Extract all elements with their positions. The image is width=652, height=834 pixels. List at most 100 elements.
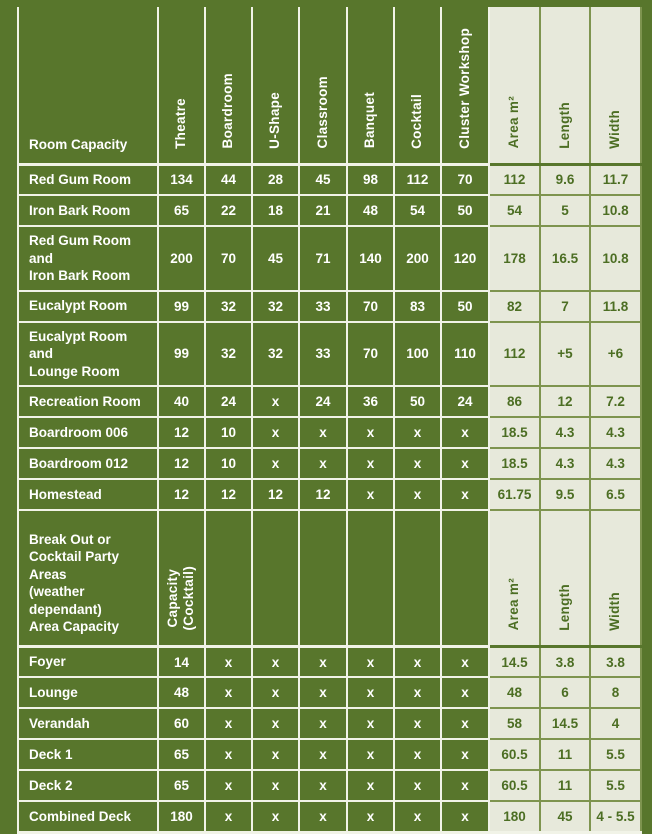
capacity-value-cell: x [204, 645, 253, 679]
capacity-value-cell: 98 [346, 163, 395, 196]
room-name-cell: Recreation Room [17, 385, 159, 419]
dimension-value-cell: 3.8 [539, 645, 591, 679]
section2-corner-label: Break Out or Cocktail Party Areas (weather… [17, 509, 159, 648]
dimension-value-cell: 10.8 [589, 225, 642, 292]
table-row: Deck 1 65 x x x x x x 60.5 11 5.5 [17, 738, 642, 772]
capacity-value-cell: 28 [251, 163, 300, 196]
capacity-value-cell: 24 [440, 385, 490, 419]
capacity-value-cell: 54 [393, 194, 442, 227]
capacity-value-cell: 18 [251, 194, 300, 227]
dimension-value-cell: 4.3 [589, 416, 642, 450]
rotated-column-label: Cocktail [409, 93, 425, 149]
dimension-value-cell: 18.5 [488, 447, 541, 481]
capacity-value-cell: 110 [440, 320, 490, 388]
table-row: Eucalypt Room and Lounge Room 99 32 32 33 70 10… [17, 320, 642, 388]
capacity-value-cell: 100 [393, 320, 442, 388]
capacity-column-header: Cluster Workshop [440, 7, 490, 166]
capacity-value-cell: x [204, 800, 253, 834]
capacity-value-cell: x [346, 447, 395, 481]
dimension-value-cell: 45 [539, 800, 591, 834]
section2-header-row: Break Out or Cocktail Party Areas (weather… [17, 509, 642, 648]
dimension-value-cell: 8 [589, 676, 642, 710]
capacity-column-header: Theatre [157, 7, 206, 166]
capacity-value-cell: 200 [393, 225, 442, 292]
capacity-value-cell: x [298, 707, 348, 741]
capacity-value-cell: x [298, 676, 348, 710]
capacity-value-cell: 65 [157, 194, 206, 227]
table-row: Iron Bark Room 65 22 18 21 48 54 50 54 5 10.8 [17, 194, 642, 227]
capacity-value-cell: 12 [298, 478, 348, 512]
dimension-value-cell: 180 [488, 800, 541, 834]
capacity-value-cell: 50 [393, 385, 442, 419]
dimension-value-cell: 7 [539, 289, 591, 323]
capacity-value-cell: 45 [251, 225, 300, 292]
capacity-value-cell: 71 [298, 225, 348, 292]
dimension-column-header: Width [589, 509, 642, 648]
capacity-value-cell: 99 [157, 320, 206, 388]
capacity-value-cell: x [440, 769, 490, 803]
capacity-value-cell: 12 [251, 478, 300, 512]
capacity-column-header: Banquet [346, 7, 395, 166]
capacity-value-cell: 33 [298, 289, 348, 323]
capacity-value-cell: 12 [157, 416, 206, 450]
capacity-value-cell: 32 [204, 320, 253, 388]
room-name-cell: Boardroom 006 [17, 416, 159, 450]
dimension-value-cell: 6.5 [589, 478, 642, 512]
table-row: Homestead 12 12 12 12 x x x 61.75 9.5 6.5 [17, 478, 642, 512]
capacity-column-header [440, 509, 490, 648]
capacity-value-cell: x [251, 645, 300, 679]
capacity-value-cell: x [346, 645, 395, 679]
capacity-value-cell: 60 [157, 707, 206, 741]
capacity-value-cell: x [440, 416, 490, 450]
capacity-value-cell: x [346, 707, 395, 741]
capacity-column-header: U-Shape [251, 7, 300, 166]
dimension-value-cell: 3.8 [589, 645, 642, 679]
dimension-value-cell: 61.75 [488, 478, 541, 512]
room-name-cell: Eucalypt Room and Lounge Room [17, 320, 159, 388]
dimension-value-cell: 58 [488, 707, 541, 741]
dimension-value-cell: 6 [539, 676, 591, 710]
dimension-value-cell: 14.5 [539, 707, 591, 741]
rotated-column-label: Length [556, 101, 572, 149]
capacity-value-cell: 12 [157, 478, 206, 512]
capacity-value-cell: x [204, 769, 253, 803]
capacity-value-cell: 134 [157, 163, 206, 196]
dimension-column-header: Length [539, 7, 591, 166]
capacity-value-cell: 33 [298, 320, 348, 388]
capacity-value-cell: 32 [251, 289, 300, 323]
rotated-column-label: Banquet [362, 92, 378, 149]
table-row: Eucalypt Room 99 32 32 33 70 83 50 82 7 11.8 [17, 289, 642, 323]
section1-header-row: Room Capacity Theatre Boardroom U-Shape Clas… [17, 7, 642, 166]
table-row: Boardroom 006 12 10 x x x x x 18.5 4.3 4.3 [17, 416, 642, 450]
capacity-value-cell: x [204, 676, 253, 710]
dimension-value-cell: 11 [539, 738, 591, 772]
capacity-value-cell: x [440, 478, 490, 512]
capacity-value-cell: 21 [298, 194, 348, 227]
dimension-value-cell: 12 [539, 385, 591, 419]
dimension-value-cell: 112 [488, 320, 541, 388]
capacity-value-cell: x [251, 416, 300, 450]
capacity-value-cell: x [393, 707, 442, 741]
capacity-value-cell: 112 [393, 163, 442, 196]
dimension-column-header: Width [589, 7, 642, 166]
capacity-value-cell: x [440, 738, 490, 772]
capacity-value-cell: x [393, 447, 442, 481]
dimension-value-cell: +6 [589, 320, 642, 388]
capacity-column-header: Boardroom [204, 7, 253, 166]
capacity-value-cell: 45 [298, 163, 348, 196]
room-name-cell: Verandah [17, 707, 159, 741]
dimension-value-cell: 48 [488, 676, 541, 710]
table-row: Boardroom 012 12 10 x x x x x 18.5 4.3 4.3 [17, 447, 642, 481]
capacity-value-cell: x [251, 800, 300, 834]
table-row: Red Gum Room 134 44 28 45 98 112 70 112 9.6 11.7 [17, 163, 642, 196]
capacity-value-cell: 70 [346, 289, 395, 323]
capacity-value-cell: x [298, 416, 348, 450]
capacity-value-cell: 10 [204, 416, 253, 450]
rotated-column-label: Classroom [314, 76, 330, 149]
capacity-value-cell: 200 [157, 225, 206, 292]
capacity-column-header [346, 509, 395, 648]
dimension-value-cell: 86 [488, 385, 541, 419]
capacity-value-cell: 48 [346, 194, 395, 227]
capacity-value-cell: x [346, 738, 395, 772]
capacity-value-cell: x [251, 447, 300, 481]
